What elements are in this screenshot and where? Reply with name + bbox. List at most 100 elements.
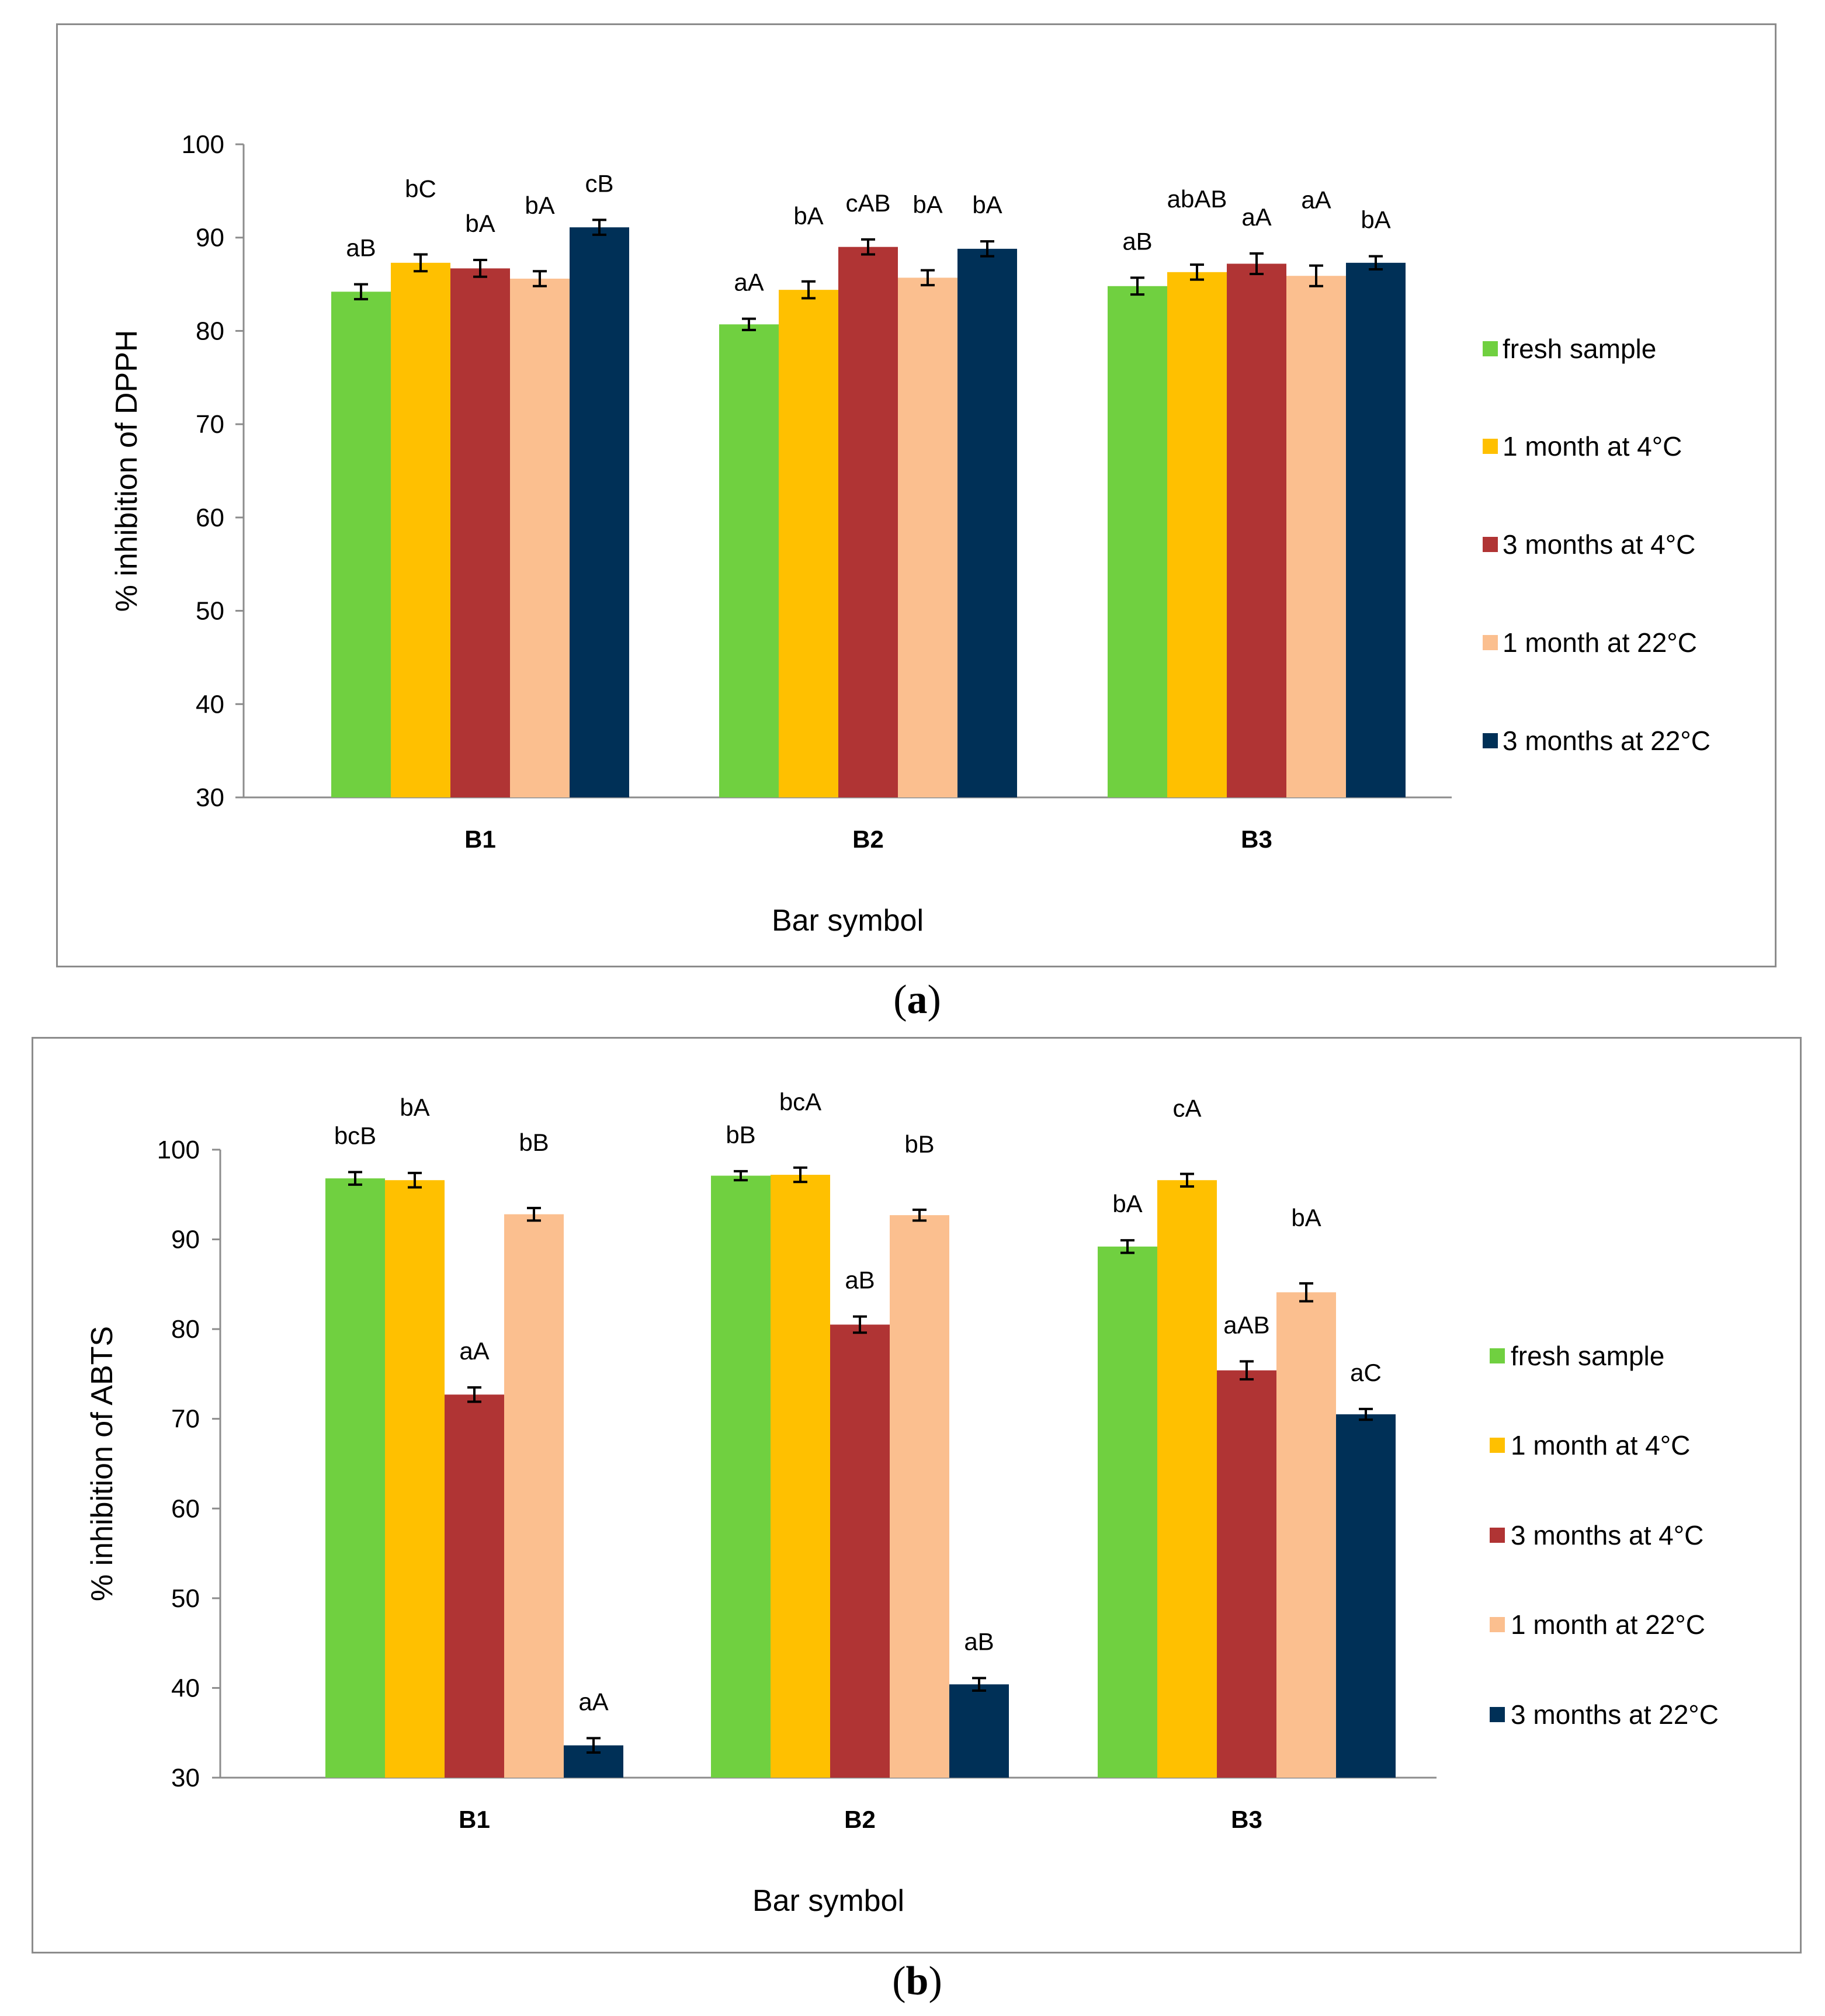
- bar: [570, 227, 629, 797]
- bar: [445, 1394, 504, 1778]
- significance-label: aA: [1241, 203, 1271, 231]
- category-label: B1: [464, 825, 496, 853]
- bar: [949, 1684, 1009, 1778]
- bar: [331, 292, 391, 797]
- bar: [957, 248, 1017, 797]
- y-tick-label: 90: [196, 224, 224, 252]
- chart-panel-a: 30 40 50 60 70 80 90 100 % inhibition of DPPH Bar…: [56, 23, 1777, 967]
- significance-label: bA: [1361, 206, 1390, 234]
- bar: [325, 1178, 385, 1778]
- bar: [1217, 1370, 1276, 1778]
- category-label: B3: [1241, 825, 1272, 853]
- significance-label: bB: [519, 1129, 549, 1156]
- significance-label: bA: [400, 1094, 429, 1121]
- caption-paren-open: (: [892, 1959, 906, 2004]
- bar: [1276, 1292, 1336, 1778]
- bar: [711, 1175, 771, 1778]
- bar: [1346, 262, 1406, 797]
- dpph-chart: 30 40 50 60 70 80 90 100 % inhibition of DPPH Bar…: [110, 130, 1710, 938]
- category-label: B1: [459, 1806, 490, 1833]
- legend-swatch: [1490, 1528, 1505, 1543]
- bar: [510, 278, 570, 797]
- y-tick-label: 70: [171, 1405, 200, 1434]
- bar: [1227, 263, 1286, 797]
- legend-entry: 3 months at 4°C: [1503, 529, 1695, 560]
- category-label: B3: [1231, 1806, 1262, 1833]
- significance-label: bcA: [779, 1088, 821, 1116]
- x-axis-title: Bar symbol: [752, 1884, 904, 1918]
- y-tick-label: 50: [196, 597, 224, 626]
- y-tick-label: 100: [182, 130, 224, 159]
- significance-label: bA: [972, 191, 1002, 218]
- significance-label: bB: [726, 1121, 755, 1148]
- bar: [1286, 276, 1346, 797]
- category-label: B2: [844, 1806, 876, 1833]
- y-tick-label: 60: [171, 1494, 200, 1523]
- significance-label: aC: [1350, 1359, 1382, 1386]
- legend-entry: 3 months at 4°C: [1511, 1520, 1703, 1550]
- legend-swatch: [1483, 635, 1498, 650]
- panel-caption-b: (b): [859, 1958, 976, 2005]
- significance-label: bA: [465, 210, 495, 237]
- y-tick-label: 60: [196, 504, 224, 532]
- caption-paren-open: (: [893, 977, 907, 1022]
- significance-label: aA: [578, 1688, 608, 1715]
- y-axis-title: % inhibition of DPPH: [110, 330, 144, 612]
- significance-label: bA: [525, 192, 554, 219]
- significance-label: aB: [346, 234, 376, 262]
- significance-label: cAB: [845, 189, 890, 217]
- y-tick-label: 30: [196, 783, 224, 812]
- significance-label: aB: [964, 1628, 994, 1656]
- bar: [450, 268, 510, 797]
- bar: [719, 324, 779, 797]
- significance-label: bA: [793, 202, 823, 230]
- legend-entry: fresh sample: [1511, 1341, 1664, 1371]
- caption-paren-close: ): [927, 977, 941, 1022]
- x-axis-title: Bar symbol: [772, 904, 924, 938]
- y-tick-label: 80: [196, 317, 224, 345]
- bar: [1098, 1246, 1157, 1778]
- bar: [890, 1215, 949, 1778]
- significance-label: cA: [1172, 1094, 1201, 1122]
- y-tick-label: 40: [171, 1674, 200, 1702]
- legend-entry: fresh sample: [1503, 334, 1656, 364]
- significance-label: bC: [405, 175, 436, 202]
- significance-label: aB: [845, 1266, 875, 1294]
- bar: [1157, 1180, 1217, 1778]
- legend-entry: 1 month at 22°C: [1503, 627, 1697, 658]
- bar: [838, 247, 898, 798]
- y-tick-label: 40: [196, 690, 224, 719]
- bar: [779, 290, 838, 797]
- y-tick-label: 80: [171, 1315, 200, 1344]
- bar: [385, 1180, 445, 1778]
- legend-swatch: [1490, 1617, 1505, 1632]
- y-axis-title: % inhibition of ABTS: [85, 1326, 119, 1601]
- legend-entry: 3 months at 22°C: [1503, 726, 1710, 756]
- bar: [830, 1324, 890, 1778]
- bar: [1108, 286, 1167, 797]
- caption-letter-a: a: [907, 977, 928, 1022]
- panel-caption-a: (a): [859, 977, 976, 1023]
- bar: [1336, 1414, 1396, 1778]
- legend-swatch: [1483, 341, 1498, 356]
- significance-label: bA: [912, 191, 942, 218]
- significance-label: aA: [459, 1337, 489, 1365]
- caption-letter-b: b: [905, 1959, 929, 2004]
- significance-label: bA: [1112, 1190, 1142, 1217]
- significance-label: cB: [585, 169, 613, 197]
- significance-label: aA: [734, 269, 764, 296]
- legend-swatch: [1483, 439, 1498, 454]
- bar: [898, 277, 957, 797]
- legend-swatch: [1483, 537, 1498, 552]
- legend-entry: 1 month at 4°C: [1503, 431, 1682, 462]
- chart-panel-b: 30 40 50 60 70 80 90 100 % inhibition of ABTS Bar…: [32, 1037, 1802, 1953]
- y-tick-label: 30: [171, 1764, 200, 1792]
- y-tick-label: 100: [157, 1136, 200, 1164]
- significance-label: abAB: [1167, 185, 1227, 213]
- significance-label: bcB: [334, 1122, 376, 1149]
- legend-swatch: [1483, 733, 1498, 748]
- abts-chart: 30 40 50 60 70 80 90 100 % inhibition of ABTS Bar…: [85, 1088, 1719, 1918]
- legend-swatch: [1490, 1707, 1505, 1722]
- category-label: B2: [852, 825, 884, 853]
- significance-label: aA: [1301, 186, 1331, 214]
